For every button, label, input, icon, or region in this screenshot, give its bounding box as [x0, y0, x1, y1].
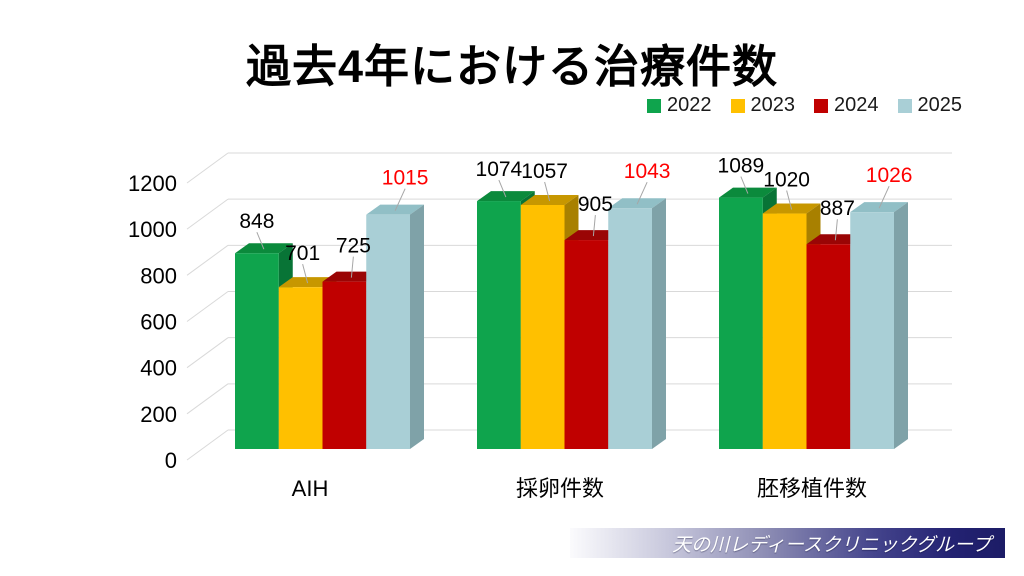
- label-leader-line: [834, 219, 838, 241]
- data-label-2022-胚移植件数: 1089: [718, 155, 765, 178]
- category-label-0: AIH: [292, 476, 329, 501]
- data-label-2025-採卵件数: 1043: [624, 160, 671, 183]
- depth-tick-line: [186, 244, 229, 276]
- bar-2022-胚移植件数: [719, 197, 763, 449]
- depth-tick-line: [186, 198, 229, 230]
- depth-tick-line: [186, 429, 229, 461]
- bar-2024-胚移植件数: [806, 244, 851, 449]
- bar-side-2025-採卵件数: [652, 198, 666, 449]
- legend-item-2025: 2025: [897, 94, 963, 117]
- y-tick-label: 400: [140, 356, 177, 381]
- label-leader-line: [350, 256, 354, 278]
- depth-tick-line: [186, 291, 229, 322]
- y-tick-label: 200: [140, 402, 177, 427]
- data-label-2022-採卵件数: 1074: [476, 158, 523, 181]
- legend-item-2023: 2023: [730, 94, 796, 117]
- depth-tick-line: [186, 152, 229, 184]
- data-label-2024-胚移植件数: 887: [820, 197, 855, 220]
- label-leader-line: [740, 176, 749, 194]
- data-label-2023-採卵件数: 1057: [521, 160, 568, 183]
- depth-tick-line: [186, 337, 229, 369]
- legend: 2022 2023 2024 2025: [647, 94, 962, 117]
- data-label-2023-胚移植件数: 1020: [763, 169, 810, 192]
- category-label-2: 胚移植件数: [757, 476, 867, 501]
- data-label-2022-AIH: 848: [239, 210, 274, 233]
- y-tick-label: 800: [140, 263, 177, 288]
- category-label-1: 採卵件数: [516, 476, 604, 501]
- bar-2023-採卵件数: [520, 204, 565, 449]
- legend-swatch-2023: [730, 98, 745, 113]
- y-tick-label: 1000: [128, 217, 177, 242]
- label-leader-line: [786, 190, 793, 210]
- legend-label: 2022: [667, 94, 712, 116]
- bar-2025-胚移植件数: [850, 212, 894, 449]
- bar-2025-採卵件数: [608, 208, 652, 449]
- label-leader-line: [394, 188, 406, 211]
- data-label-2025-胚移植件数: 1026: [866, 164, 913, 187]
- label-leader-line: [302, 264, 309, 284]
- legend-swatch-2024: [814, 98, 828, 113]
- depth-tick-line: [186, 383, 229, 415]
- label-leader-line: [498, 179, 507, 198]
- legend-swatch-2022: [647, 98, 661, 113]
- data-label-2023-AIH: 701: [285, 242, 320, 265]
- label-leader-line: [544, 181, 551, 202]
- y-tick-label: 600: [140, 309, 177, 334]
- chart-title: 過去4年における治療件数: [245, 41, 779, 92]
- label-leader-line: [592, 215, 596, 237]
- label-leader-line: [878, 185, 890, 209]
- label-leader-line: [636, 182, 648, 205]
- y-tick-label: 1200: [128, 171, 177, 196]
- data-label-2024-採卵件数: 905: [578, 193, 613, 216]
- legend-label: 2023: [750, 94, 796, 116]
- bar-side-2025-胚移植件数: [894, 202, 908, 449]
- label-leader-line: [256, 232, 265, 250]
- legend-label: 2025: [917, 94, 963, 116]
- legend-swatch-2025: [897, 98, 912, 113]
- legend-item-2022: 2022: [647, 94, 712, 117]
- data-label-2024-AIH: 725: [336, 235, 371, 258]
- footer-brand-text: 天の川レディースクリニックグループ: [672, 534, 991, 556]
- bar-2023-AIH: [278, 287, 323, 449]
- bar-2022-AIH: [235, 253, 279, 449]
- footer-banner: 天の川レディースクリニックグループ: [570, 528, 1005, 558]
- y-tick-label: 0: [165, 448, 177, 473]
- bar-2024-AIH: [322, 281, 367, 449]
- bar-2024-採卵件数: [564, 240, 609, 449]
- bar-side-2025-AIH: [410, 204, 424, 449]
- legend-item-2024: 2024: [814, 94, 879, 117]
- bar-2025-AIH: [366, 214, 410, 449]
- bar-2023-胚移植件数: [762, 213, 807, 449]
- data-label-2025-AIH: 1015: [382, 167, 429, 190]
- bar-2022-採卵件数: [477, 201, 521, 449]
- legend-label: 2024: [834, 94, 879, 116]
